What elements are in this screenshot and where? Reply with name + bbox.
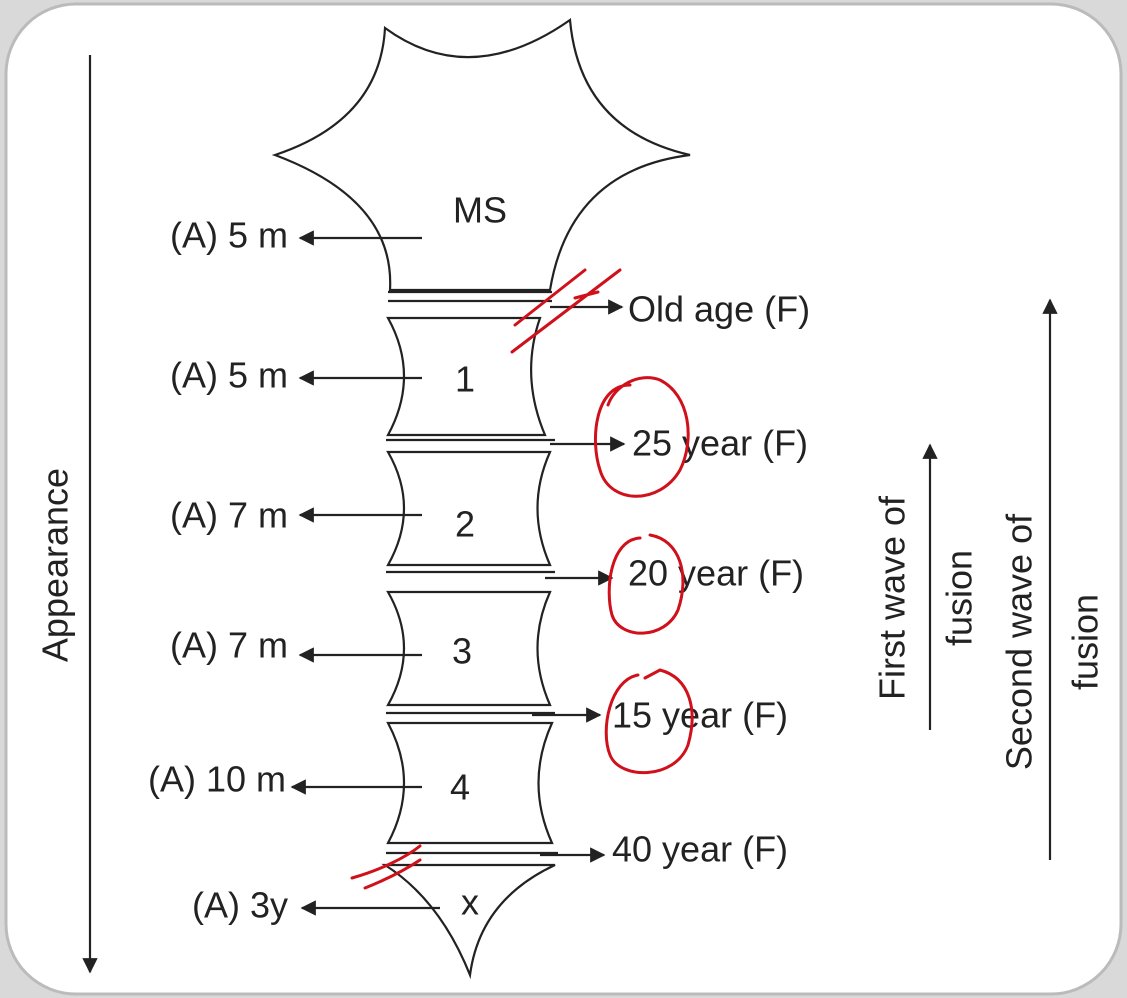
- wave-label: First wave of: [872, 495, 913, 700]
- fusion-label: Old age (F): [628, 289, 810, 330]
- segment-label: 2: [455, 504, 475, 545]
- segment-label: x: [461, 882, 479, 923]
- appearance-label: (A) 5 m: [170, 355, 288, 396]
- segment-label: MS: [453, 190, 507, 231]
- axis-label: Appearance: [35, 468, 76, 662]
- fusion-label: 20 year (F): [628, 553, 804, 594]
- segment-label: 4: [450, 767, 470, 808]
- appearance-label: (A) 10 m: [148, 759, 286, 800]
- fusion-label: 25 year (F): [632, 423, 808, 464]
- segment-label: 3: [452, 631, 472, 672]
- diagram: Appearance MS 1 2 3 4 x (A) 5 m (A) 5 m …: [0, 0, 1127, 998]
- fusion-label: 40 year (F): [612, 829, 788, 870]
- fusion-label: 15 year (F): [612, 695, 788, 736]
- segment-label: 1: [455, 359, 475, 400]
- page: Appearance MS 1 2 3 4 x (A) 5 m (A) 5 m …: [0, 0, 1127, 998]
- appearance-label: (A) 7 m: [170, 495, 288, 536]
- appearance-label: (A) 3y: [192, 885, 288, 926]
- wave-label: Second wave of: [999, 513, 1040, 770]
- appearance-label: (A) 5 m: [170, 215, 288, 256]
- wave-label: fusion: [939, 550, 980, 646]
- wave-label: fusion: [1065, 594, 1106, 690]
- appearance-label: (A) 7 m: [170, 625, 288, 666]
